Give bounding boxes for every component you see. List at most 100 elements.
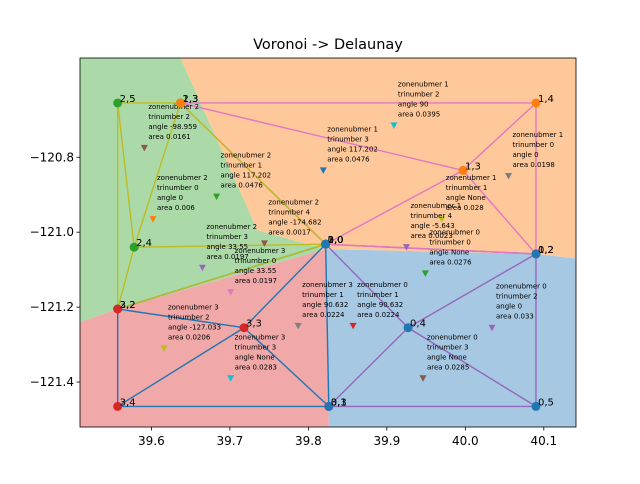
annotation-line: zonenubmer 2 xyxy=(221,152,272,160)
annotation-marker xyxy=(149,216,157,223)
annotation-line: zonenubmer 0 xyxy=(496,283,547,291)
annotation-line: trinumber 1 xyxy=(302,291,344,299)
data-point xyxy=(403,323,413,333)
point-label: 1,2 xyxy=(538,245,554,256)
annotation-marker xyxy=(488,324,496,332)
data-point xyxy=(113,98,123,108)
delaunay-edge xyxy=(325,169,464,245)
annotation-line: angle None xyxy=(235,353,275,361)
annotation-line: angle None xyxy=(446,194,486,202)
annotation-line: trinumber 3 xyxy=(327,135,369,143)
annotation-line: trinumber 1 xyxy=(221,162,263,170)
delaunay-edge xyxy=(116,102,135,248)
annotation-line: trinumber 0 xyxy=(513,141,555,149)
point-label: 0,2 xyxy=(538,245,554,256)
annotation-text: zonenubmer 2 trinumber 0 angle 0 area 0.006 xyxy=(157,174,208,212)
data-point xyxy=(113,304,123,314)
annotation-line: angle 33.55 xyxy=(235,267,277,275)
data-point xyxy=(321,239,331,249)
annotation-text: zonenubmer 2 trinumber 3 angle 33.55 area 0… xyxy=(206,223,257,261)
voronoi-region xyxy=(80,58,326,323)
annotation-text: zonenubmer 1 trinumber 2 angle 90 area 0.03… xyxy=(398,80,449,118)
delaunay-edge xyxy=(179,102,327,245)
annotation-line: zonenubmer 2 xyxy=(206,223,257,231)
voronoi-region xyxy=(325,249,576,427)
annotation-marker xyxy=(421,270,429,277)
annotation-line: angle -174.682 xyxy=(268,218,321,226)
annotation-marker xyxy=(140,144,148,152)
annotation-line: trinumber 4 xyxy=(410,212,452,220)
annotation-line: zonenubmer 3 xyxy=(235,247,286,255)
data-point xyxy=(458,165,468,175)
annotation-line: area 0.0476 xyxy=(221,182,264,190)
annotation-marker xyxy=(349,322,357,330)
delaunay-edge xyxy=(325,243,409,329)
annotation-text: zonenubmer 3 trinumber 0 angle 33.55 area 0… xyxy=(235,247,286,285)
annotation-line: trinumber 1 xyxy=(357,291,399,299)
point-label: 2,0 xyxy=(328,235,344,246)
annotation-line: area 0.0197 xyxy=(235,277,277,285)
data-point xyxy=(175,98,185,108)
annotation-line: trinumber 0 xyxy=(235,257,277,265)
annotation-text: zonenubmer 3 trinumber 2 angle -127.033 are… xyxy=(168,303,221,341)
annotation-line: area 0.0161 xyxy=(148,133,190,141)
annotation-line: angle None xyxy=(429,248,469,256)
data-point xyxy=(113,401,123,411)
annotation-text: zonenubmer 2 trinumber 2 angle -98.959 area… xyxy=(148,103,199,141)
annotation-marker xyxy=(402,244,410,251)
annotation-marker xyxy=(294,322,302,330)
annotation-marker xyxy=(390,122,398,129)
y-tick-label: −120.8 xyxy=(30,150,74,164)
y-tick-label: −121.0 xyxy=(30,225,74,239)
annotation-line: zonenubmer 1 xyxy=(410,202,461,210)
annotation-line: area 0.0224 xyxy=(302,311,345,319)
annotation-line: zonenubmer 1 xyxy=(398,80,449,88)
annotation-text: zonenubmer 3 trinumber 3 angle None area 0.… xyxy=(235,333,286,371)
point-label: 2,2 xyxy=(120,300,136,311)
point-label: 0,3 xyxy=(331,397,347,408)
chart-title: Voronoi -> Delaunay xyxy=(253,37,403,53)
voronoi-region xyxy=(180,58,576,259)
annotation-line: area 0.0395 xyxy=(398,110,440,118)
annotation-line: zonenubmer 1 xyxy=(327,125,378,133)
delaunay-edge xyxy=(243,243,327,329)
annotation-line: zonenubmer 3 xyxy=(302,281,353,289)
delaunay-edge xyxy=(117,243,326,310)
axes-frame xyxy=(79,57,577,428)
annotation-line: area 0.033 xyxy=(496,313,534,321)
annotation-text: zonenubmer 0 trinumber 3 angle None area 0.… xyxy=(427,333,478,371)
delaunay-edge xyxy=(243,327,330,407)
annotation-line: area 0.0017 xyxy=(268,228,310,236)
y-tick-label: −121.2 xyxy=(30,300,74,314)
annotation-line: zonenubmer 3 xyxy=(168,303,219,311)
delaunay-edge xyxy=(407,327,537,407)
y-tick-label: −121.4 xyxy=(30,375,74,389)
annotation-text: zonenubmer 1 trinumber 3 angle 117.202 area… xyxy=(327,125,378,163)
annotation-text: zonenubmer 0 trinumber 2 angle 0 area 0.033 xyxy=(496,283,547,321)
x-tick-label: 39.7 xyxy=(217,434,244,448)
annotation-line: zonenubmer 0 xyxy=(427,333,478,341)
annotation-line: angle -127.033 xyxy=(168,323,221,331)
point-label: 0,4 xyxy=(410,319,426,330)
annotation-line: trinumber 1 xyxy=(446,184,488,192)
point-label: 2,4 xyxy=(136,238,152,249)
annotation-line: trinumber 4 xyxy=(268,208,310,216)
annotation-marker xyxy=(213,193,221,201)
plot-content: zonenubmer 1 trinumber 2 angle 90 area 0.03… xyxy=(80,58,576,427)
annotation-text: zonenubmer 2 trinumber 4 angle -174.682 are… xyxy=(268,198,321,236)
data-point xyxy=(531,249,541,259)
x-tick-label: 39.6 xyxy=(138,434,165,448)
annotation-line: angle 0 xyxy=(513,151,539,159)
annotation-line: trinumber 3 xyxy=(427,343,469,351)
annotation-line: trinumber 2 xyxy=(148,113,190,121)
delaunay-edge xyxy=(328,327,409,407)
annotation-line: angle 0 xyxy=(496,303,522,311)
point-label: 1,4 xyxy=(538,94,554,105)
annotation-line: zonenubmer 3 xyxy=(235,333,286,341)
point-label: 1,3 xyxy=(465,161,481,172)
annotation-text: zonenubmer 3 trinumber 1 angle 90.632 area … xyxy=(302,281,353,319)
annotation-line: area 0.0198 xyxy=(513,161,555,169)
annotation-line: area 0.0283 xyxy=(235,363,277,371)
